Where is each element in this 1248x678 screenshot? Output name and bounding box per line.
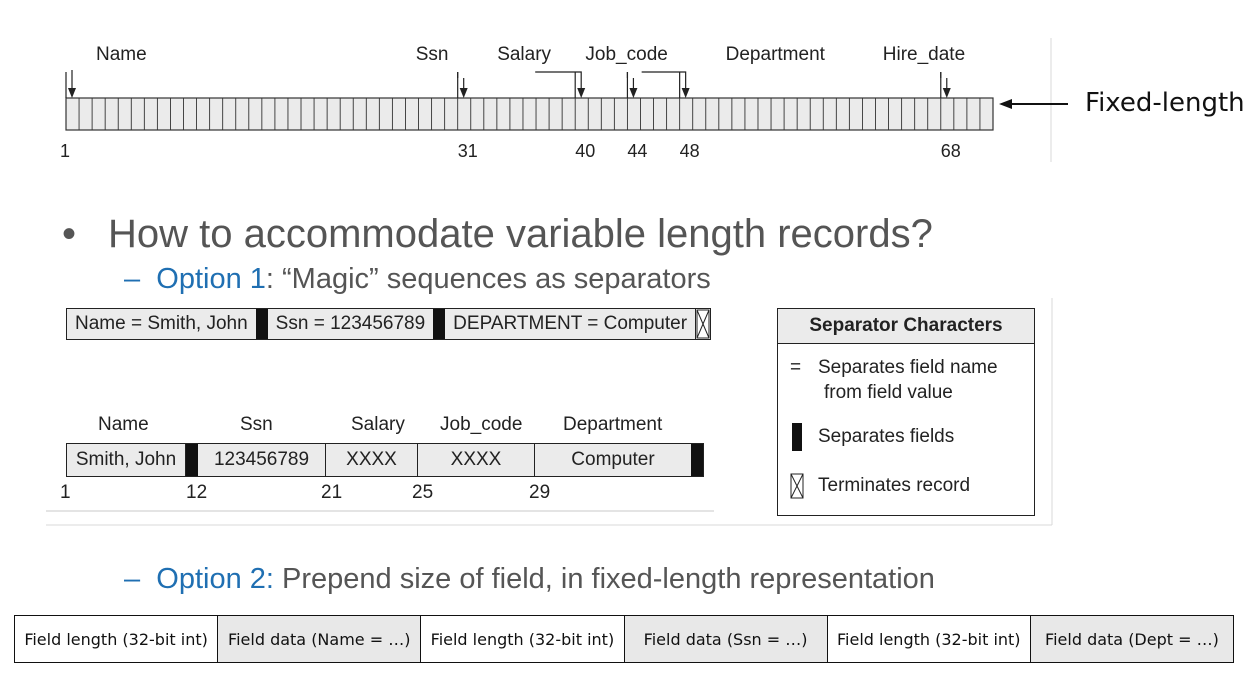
value-name: Smith, John <box>67 444 186 476</box>
legend-row-bar: Separates fields <box>790 423 954 451</box>
legend-equals-line2: from field value <box>824 382 953 403</box>
field-start-position: 40 <box>575 141 595 161</box>
field-arrowhead <box>942 88 951 98</box>
bullet-question: • How to accommodate variable length reco… <box>62 212 933 257</box>
field-name-label: Salary <box>497 44 551 65</box>
field-name-label: Job_code <box>585 44 667 65</box>
field-pointer-line <box>641 71 687 90</box>
delimited-record: Smith, John 123456789 XXXX XXXX Computer <box>66 443 704 477</box>
position-12: 12 <box>186 482 208 503</box>
option2-label: Option 2: <box>156 563 274 595</box>
option2-text: Prepend size of field, in fixed-length r… <box>273 563 935 595</box>
field-length-cell: Field length (32-bit int) <box>15 616 219 662</box>
figure2-frame <box>46 298 1053 526</box>
legend-equals-line1: Separates field name <box>818 357 998 378</box>
field-start-position: 1 <box>60 141 70 161</box>
header-department: Department <box>563 414 663 435</box>
field-separator-bar <box>255 309 268 339</box>
header-salary: Salary <box>351 414 405 435</box>
option2-dash: – <box>124 563 141 595</box>
record-cell-department: DEPARTMENT = Computer <box>453 313 688 334</box>
fixed-length-record-diagram: Name 1 Ssn 31 Salary 40 Job_code 44 Department 48… <box>60 38 1068 162</box>
position-1: 1 <box>60 482 71 503</box>
record-strip <box>65 97 994 131</box>
option1-text: : “Magic” sequences as separators <box>265 263 711 295</box>
legend-bar-text: Separates fields <box>818 426 955 448</box>
field-start-position: 68 <box>941 141 961 161</box>
field-length-cell: Field length (32-bit int) <box>827 616 1031 662</box>
pointer-arrowhead <box>999 99 1012 109</box>
field-separator-bar <box>186 444 198 476</box>
bullet-dot: • <box>62 212 77 256</box>
field-data-cell: Field data (Ssn = …) <box>624 616 828 662</box>
field-name-label: Ssn <box>416 44 449 65</box>
header-name: Name <box>98 414 149 435</box>
field-start-position: 44 <box>627 141 647 161</box>
field-pointer-line <box>535 71 582 90</box>
value-ssn: 123456789 <box>198 444 326 476</box>
terminator-icon <box>790 473 804 499</box>
legend-title: Separator Characters <box>778 309 1034 344</box>
field-start-position: 31 <box>458 141 478 161</box>
record-cell-name: Name = Smith, John <box>75 313 248 334</box>
legend-terminator-text: Terminates record <box>818 475 971 497</box>
field-arrowhead <box>68 88 76 98</box>
value-job-code: XXXX <box>418 444 535 476</box>
length-prefixed-record: Field length (32-bit int) Field data (Na… <box>14 615 1234 663</box>
record-terminator-icon <box>695 309 711 339</box>
option2-line: – Option 2: Prepend size of field, in fi… <box>124 563 935 596</box>
field-arrowhead <box>681 88 690 98</box>
position-25: 25 <box>412 482 434 503</box>
field-arrowhead <box>629 88 638 98</box>
field-name-label: Department <box>726 44 826 65</box>
header-ssn: Ssn <box>240 414 273 435</box>
header-job-code: Job_code <box>440 414 523 435</box>
value-department: Computer <box>571 449 655 470</box>
legend-row-terminator: Terminates record <box>790 473 970 499</box>
option1-dash: – <box>124 263 141 295</box>
field-name-label: Name <box>96 44 147 65</box>
separator-legend: Separator Characters = Separates field na… <box>777 308 1035 516</box>
option1-label: Option 1 <box>156 263 266 295</box>
legend-row-equals: = Separates field name <box>790 357 998 379</box>
field-start-position: 48 <box>680 141 700 161</box>
fixed-length-label: Fixed-length <box>1085 88 1245 118</box>
separator-record: Name = Smith, John Ssn = 123456789 DEPAR… <box>66 308 712 340</box>
position-29: 29 <box>529 482 551 503</box>
value-salary: XXXX <box>326 444 418 476</box>
field-length-cell: Field length (32-bit int) <box>421 616 625 662</box>
record-cell-ssn: Ssn = 123456789 <box>275 313 426 334</box>
field-arrowhead <box>459 88 468 98</box>
field-data-cell: Field data (Name = …) <box>218 616 422 662</box>
field-separator-bar <box>691 444 703 476</box>
bullet-text: How to accommodate variable length recor… <box>108 212 933 256</box>
field-data-cell: Field data (Dept = …) <box>1030 616 1234 662</box>
field-name-label: Hire_date <box>883 44 965 65</box>
position-21: 21 <box>321 482 343 503</box>
field-separator-bar <box>433 309 446 339</box>
equals-symbol: = <box>790 357 802 378</box>
bar-icon <box>792 423 802 451</box>
option1-line: – Option 1: “Magic” sequences as separat… <box>124 263 711 296</box>
field-arrowhead <box>577 88 586 98</box>
